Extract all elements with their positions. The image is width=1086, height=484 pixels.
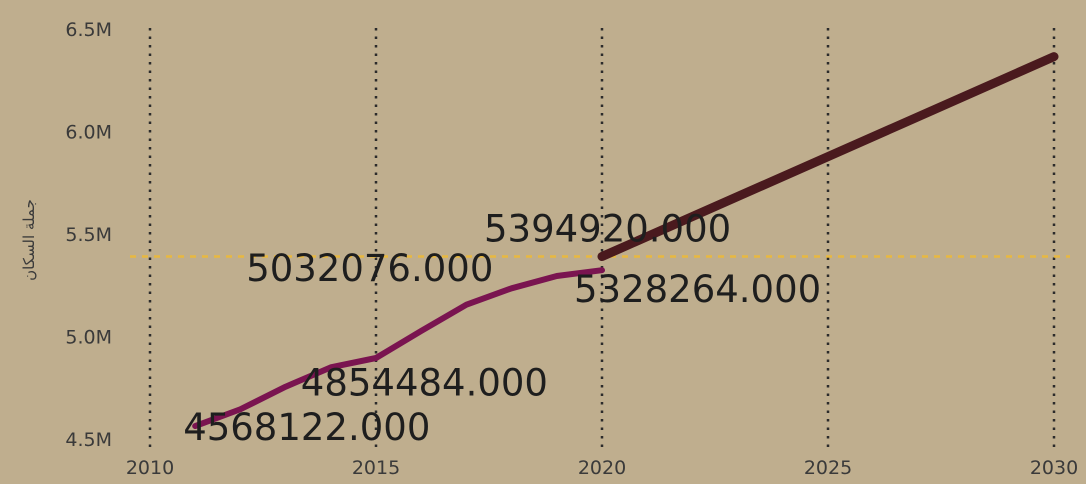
series-layer: [192, 52, 1059, 430]
x-tick-label: 2030: [1030, 457, 1078, 479]
y-tick-label: 4.5M: [65, 429, 112, 451]
series-line-1: [192, 267, 605, 430]
x-tick-label: 2015: [352, 457, 400, 479]
x-tick-label: 2025: [804, 457, 852, 479]
y-tick-label: 5.5M: [65, 224, 112, 246]
x-tick-label: 2020: [578, 457, 626, 479]
grid-lines: [148, 28, 1056, 447]
data-label: 5394920.000: [484, 208, 731, 251]
y-axis-title: جملة السكان: [20, 199, 38, 281]
series-line-2: [597, 52, 1059, 262]
data-label: 4568122.000: [183, 406, 430, 449]
data-label: 4854484.000: [301, 361, 548, 404]
y-tick-label: 6.0M: [65, 122, 112, 144]
y-tick-label: 6.5M: [65, 19, 112, 41]
x-tick-label: 2010: [126, 457, 174, 479]
data-label: 5032076.000: [246, 247, 493, 290]
data-label: 5328264.000: [574, 268, 821, 311]
y-tick-label: 5.0M: [65, 327, 112, 349]
axis-labels: 4.5M 5.0M 5.5M 6.0M 6.5M 2010 2015 2020 2025 2030: [65, 19, 1078, 479]
